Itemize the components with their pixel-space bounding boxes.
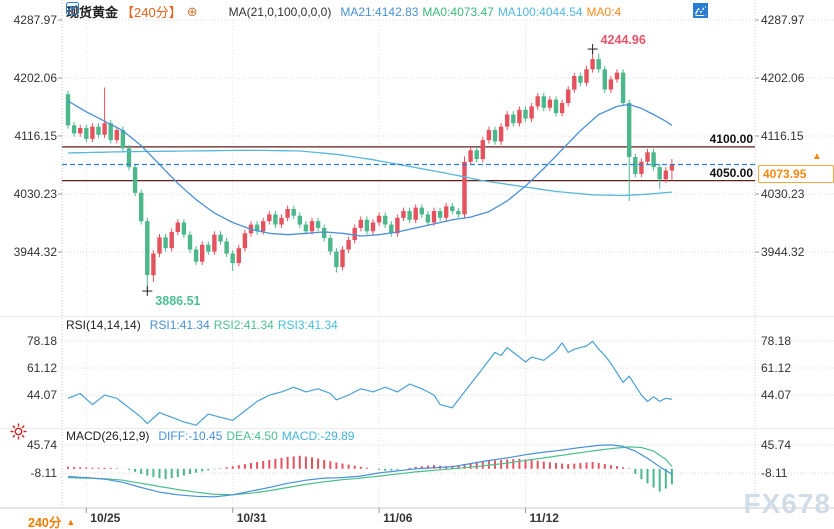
export-icon[interactable] — [693, 3, 762, 18]
ma-values: MA21:4142.83 MA0:4073.47 MA100:4044.54 MA0:… — [340, 5, 625, 19]
axis-ticks — [58, 19, 759, 513]
price-axis-label: 4287.97 — [13, 13, 57, 27]
rsi-value: RSI3:41.34 — [277, 318, 338, 332]
chart-type-icon[interactable] — [66, 2, 220, 18]
ma-value: MA0:4073.47 — [422, 4, 494, 19]
macd-value: DIFF:-10.45 — [158, 429, 223, 443]
price-level-lines — [62, 146, 755, 182]
macd-value: DEA:4.50 — [226, 429, 278, 443]
ma-value: MA100:4044.54 — [497, 4, 583, 19]
period-dropdown-arrow-icon: ▲ — [66, 516, 76, 527]
candles — [65, 49, 675, 292]
annotations — [142, 44, 598, 297]
macd-diff-line — [67, 444, 673, 498]
macd-axis-label: 45.74 — [26, 438, 57, 452]
ma-value: MA21:4142.83 — [340, 4, 419, 19]
date-axis-label: 10/31 — [236, 511, 267, 525]
price-axis-label: 4116.15 — [14, 129, 58, 143]
rsi-axis-label: 61.12 — [26, 361, 57, 375]
symbol-title: 现货黄金 — [66, 5, 119, 20]
price-axis-label: 3944.32 — [13, 245, 57, 259]
rsi-axis-label: 78.18 — [26, 334, 57, 348]
rsi-header: RSI(14,14,14) RSI1:41.34 RSI2:41.34 RSI3:4… — [66, 318, 342, 332]
macd-values: DIFF:-10.45 DEA:4.50 MACD:-29.89 — [158, 429, 358, 443]
price-axis-label: 4030.23 — [761, 187, 805, 201]
macd-title: MACD(26,12,9) — [66, 429, 150, 443]
axis-scale-icon[interactable] — [693, 3, 726, 18]
toolbar — [693, 3, 762, 18]
rsi-axis-label: 44.07 — [761, 387, 792, 402]
high-annotation: 4244.96 — [600, 33, 646, 48]
rsi-title: RSI(14,14,14) — [66, 318, 141, 332]
watermark: FX678 — [743, 488, 831, 519]
price-axis-label: 4202.06 — [13, 71, 57, 85]
macd-axis-label: -8.11 — [761, 466, 788, 480]
main-chart-header: 现货黄金 【240分】 ⊕ MA(21,0,100,0,0,0) MA21:41… — [66, 2, 625, 21]
rsi-values: RSI1:41.34 RSI2:41.34 RSI3:41.34 — [150, 318, 342, 332]
low-annotation: 3886.51 — [155, 294, 201, 309]
ma100-line — [67, 149, 672, 197]
price-axis-label: 4287.97 — [761, 13, 805, 27]
rsi-axis-label: 61.12 — [761, 361, 792, 375]
macd-axis-label: -8.11 — [30, 466, 57, 480]
price-axis-label: 4116.15 — [761, 129, 804, 143]
chart-style-icon[interactable] — [693, 3, 744, 18]
macd-histogram — [67, 455, 673, 492]
price-axis-label: 4202.06 — [761, 71, 805, 85]
ma21-line — [67, 100, 673, 237]
macd-header: MACD(26,12,9) DIFF:-10.45 DEA:4.50 MACD:-2… — [66, 429, 358, 443]
add-indicator-icon[interactable]: ⊕ — [186, 3, 198, 19]
rsi-value: RSI1:41.34 — [149, 318, 210, 332]
macd-axis-label: 45.74 — [761, 438, 792, 452]
price-level-label: 4050.00 — [709, 165, 753, 180]
date-axis-label: 11/06 — [383, 511, 413, 525]
period-selector[interactable]: 240分 ▲ — [28, 512, 75, 529]
ma-value: MA0:4 — [586, 4, 622, 19]
price-axis-label: 3944.32 — [761, 245, 805, 259]
ma-settings-label: MA(21,0,100,0,0,0) — [228, 4, 332, 19]
rsi-line — [67, 340, 672, 426]
price-up-arrow-icon: ▲ — [812, 151, 822, 163]
macd-value: MACD:-29.89 — [281, 429, 355, 443]
rsi-axis-label: 44.07 — [26, 387, 57, 402]
current-price-box: 4073.95 — [758, 165, 834, 184]
price-axis-label: 4030.23 — [13, 187, 57, 201]
period-tag: 【240分】 — [121, 5, 182, 20]
date-axis-label: 11/12 — [529, 511, 559, 525]
settings-icon[interactable] — [10, 423, 27, 440]
rsi-axis-label: 78.18 — [761, 334, 792, 348]
price-level-label: 4100.00 — [709, 131, 753, 146]
period-label: 240分 — [28, 516, 62, 529]
date-axis-label: 10/25 — [90, 511, 121, 525]
macd-dea-line — [67, 446, 673, 496]
rsi-value: RSI2:41.34 — [213, 318, 274, 332]
